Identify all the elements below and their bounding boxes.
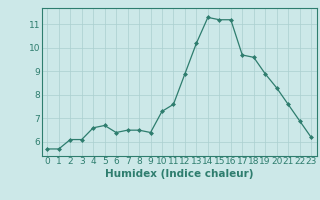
X-axis label: Humidex (Indice chaleur): Humidex (Indice chaleur) (105, 169, 253, 179)
